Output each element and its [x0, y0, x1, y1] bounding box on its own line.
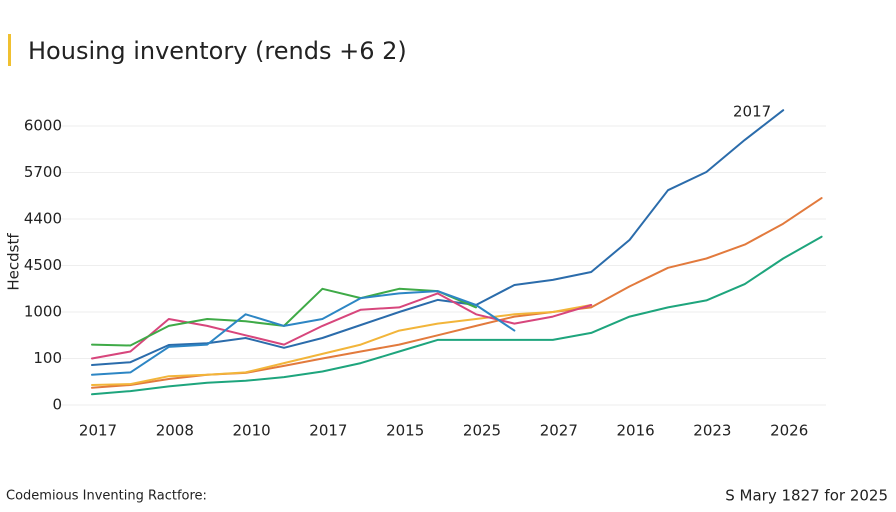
series-line [91, 235, 823, 396]
series-line [91, 290, 516, 376]
annotation: 2017 [733, 103, 771, 121]
y-tick-label: 0 [52, 396, 62, 414]
x-tick-label: 2017 [309, 422, 347, 440]
y-tick-label: 4400 [24, 210, 62, 228]
series-line [91, 197, 823, 389]
series-line [91, 304, 593, 386]
series-line [91, 109, 785, 366]
x-tick-label: 2023 [693, 422, 731, 440]
x-tick-label: 2026 [770, 422, 808, 440]
y-tick-label: 4500 [24, 256, 62, 274]
y-tick-label: 100 [33, 349, 62, 367]
x-tick-label: 2027 [540, 422, 578, 440]
x-tick-label: 2015 [386, 422, 424, 440]
y-tick-label: 6000 [24, 117, 62, 135]
x-tick-label: 2008 [156, 422, 194, 440]
footer-right: S Mary 1827 for 2025 [725, 487, 888, 505]
series-line [91, 287, 477, 347]
x-tick-label: 2017 [79, 422, 117, 440]
footer-left: Codemious Inventing Ractfore: [6, 489, 207, 504]
chart-title: Housing inventory (rends +6 2) [28, 37, 407, 65]
x-tick-label: 2025 [463, 422, 501, 440]
x-tick-label: 2010 [233, 422, 271, 440]
y-tick-label: 5700 [24, 163, 62, 181]
y-tick-label: 1000 [24, 303, 62, 321]
y-axis-label: Hecdstf [5, 233, 23, 291]
series-line [91, 292, 593, 360]
x-tick-label: 2016 [617, 422, 655, 440]
title-accent [8, 34, 11, 66]
